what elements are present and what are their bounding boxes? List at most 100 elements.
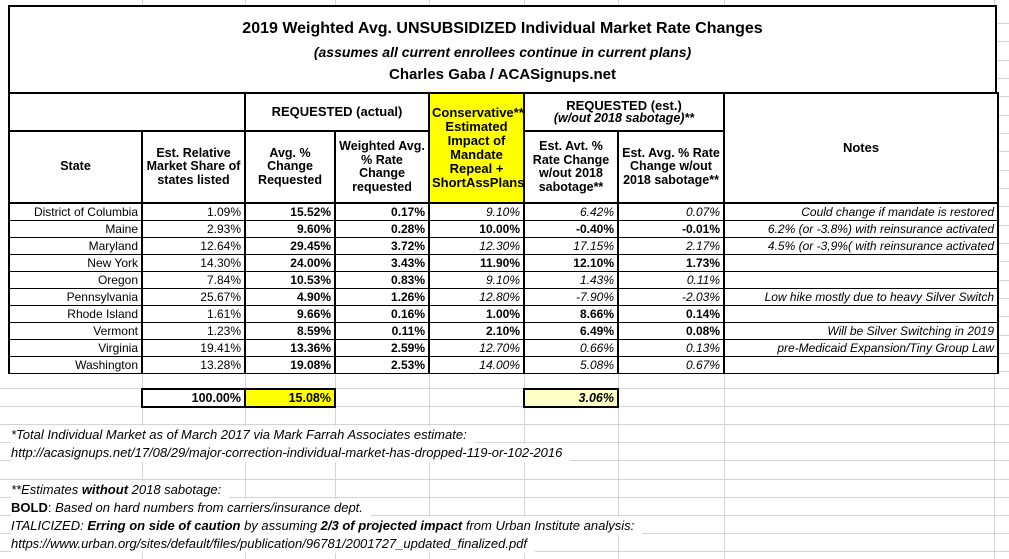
cell-state[interactable]: Vermont [8, 321, 143, 340]
header-requested-actual[interactable]: REQUESTED (actual) [244, 92, 430, 132]
cell-impact[interactable]: 11.90% [428, 253, 525, 272]
cell-no-sabotage-avt[interactable]: -7.90% [523, 287, 619, 306]
cell-market-share[interactable]: 1.09% [141, 202, 246, 221]
cell-no-sabotage-avt[interactable]: 1.43% [523, 270, 619, 289]
cell-weighted[interactable]: 0.11% [334, 321, 430, 340]
cell-weighted[interactable]: 2.59% [334, 338, 430, 357]
cell-impact[interactable]: 12.70% [428, 338, 525, 357]
header-requested-est[interactable]: REQUESTED (est.) (w/out 2018 sabotage)** [522, 92, 726, 132]
cell-weighted[interactable]: 1.26% [334, 287, 430, 306]
cell-no-sabotage-avt[interactable]: 6.49% [523, 321, 619, 340]
cell-market-share[interactable]: 1.61% [141, 304, 246, 323]
cell-market-share[interactable]: 7.84% [141, 270, 246, 289]
footnote-estimates[interactable]: **Estimates without 2018 sabotage: [11, 481, 230, 499]
footnote-source[interactable]: *Total Individual Market as of March 201… [11, 426, 475, 444]
cell-no-sabotage-avg[interactable]: 0.07% [616, 202, 726, 221]
cell-requested[interactable]: 15.52% [244, 202, 336, 221]
cell-no-sabotage-avt[interactable]: 12.10% [523, 253, 619, 272]
cell-no-sabotage-avt[interactable]: 6.42% [523, 202, 619, 221]
cell-state[interactable]: Washington [8, 355, 143, 374]
cell-state[interactable]: Maryland [8, 236, 143, 255]
cell-note[interactable]: Could change if mandate is restored [723, 202, 1000, 221]
cell-no-sabotage-avg[interactable]: 0.67% [616, 355, 726, 374]
cell-note[interactable] [723, 304, 1000, 323]
cell-impact[interactable]: 12.30% [428, 236, 525, 255]
cell-market-share[interactable]: 12.64% [141, 236, 246, 255]
cell-weighted[interactable]: 2.53% [334, 355, 430, 374]
cell-weighted[interactable]: 0.17% [334, 202, 430, 221]
cell-impact[interactable]: 10.00% [428, 219, 525, 238]
cell-impact[interactable]: 9.10% [428, 202, 525, 221]
cell-note[interactable]: 4.5% (or -3,9%( with reinsurance activat… [723, 236, 1000, 255]
cell-note[interactable]: Will be Silver Switching in 2019 [723, 321, 1000, 340]
cell-requested[interactable]: 4.90% [244, 287, 336, 306]
footnote-urban-url[interactable]: https://www.urban.org/sites/default/file… [11, 535, 536, 553]
cell-no-sabotage-avt[interactable]: -0.40% [523, 219, 619, 238]
cell-impact[interactable]: 14.00% [428, 355, 525, 374]
cell-weighted[interactable]: 3.43% [334, 253, 430, 272]
cell-market-share[interactable]: 2.93% [141, 219, 246, 238]
cell-note[interactable]: pre-Medicaid Expansion/Tiny Group Law [723, 338, 1000, 357]
cell-state[interactable]: Maine [8, 219, 143, 238]
total-no-sabotage[interactable]: 3.06% [523, 388, 619, 408]
cell-no-sabotage-avg[interactable]: 1.73% [616, 253, 726, 272]
cell-state[interactable]: District of Columbia [8, 202, 143, 221]
cell-market-share[interactable]: 13.28% [141, 355, 246, 374]
cell-impact[interactable]: 9.10% [428, 270, 525, 289]
header-state[interactable]: State [8, 130, 143, 204]
footnote-italic-legend[interactable]: ITALICIZED: Erring on side of caution by… [11, 517, 643, 535]
cell-no-sabotage-avt[interactable]: 17.15% [523, 236, 619, 255]
cell-no-sabotage-avg[interactable]: -2.03% [616, 287, 726, 306]
cell-impact[interactable]: 12.80% [428, 287, 525, 306]
cell-market-share[interactable]: 19.41% [141, 338, 246, 357]
header-avg-change[interactable]: Avg. % Change Requested [244, 130, 336, 204]
cell-state[interactable]: Pennsylvania [8, 287, 143, 306]
cell-weighted[interactable]: 0.83% [334, 270, 430, 289]
cell-market-share[interactable]: 14.30% [141, 253, 246, 272]
cell-no-sabotage-avt[interactable]: 8.66% [523, 304, 619, 323]
cell-note[interactable] [723, 355, 1000, 374]
cell-requested[interactable]: 24.00% [244, 253, 336, 272]
cell-impact[interactable]: 1.00% [428, 304, 525, 323]
cell-requested[interactable]: 29.45% [244, 236, 336, 255]
cell-requested[interactable]: 9.66% [244, 304, 336, 323]
cell-no-sabotage-avg[interactable]: 0.08% [616, 321, 726, 340]
cell-note[interactable]: Low hike mostly due to heavy Silver Swit… [723, 287, 1000, 306]
cell-requested[interactable]: 19.08% [244, 355, 336, 374]
footnote-bold-legend[interactable]: BOLD: Based on hard numbers from carrier… [11, 499, 371, 517]
header-market-share[interactable]: Est. Relative Market Share of states lis… [141, 130, 246, 204]
cell-no-sabotage-avt[interactable]: 5.08% [523, 355, 619, 374]
total-requested[interactable]: 15.08% [244, 388, 336, 408]
header-est-avg[interactable]: Est. Avg. % Rate Change w/out 2018 sabot… [616, 130, 726, 204]
cell-state[interactable]: Rhode Island [8, 304, 143, 323]
cell-note[interactable]: 6.2% (or -3.8%) with reinsurance activat… [723, 219, 1000, 238]
header-blank[interactable] [8, 92, 246, 132]
cell-no-sabotage-avg[interactable]: 0.13% [616, 338, 726, 357]
header-weighted-avg[interactable]: Weighted Avg. % Rate Change requested [334, 130, 430, 204]
header-conservative-impact[interactable]: Conservative** Estimated Impact of Manda… [428, 92, 525, 204]
cell-no-sabotage-avg[interactable]: 0.14% [616, 304, 726, 323]
cell-requested[interactable]: 13.36% [244, 338, 336, 357]
cell-weighted[interactable]: 0.28% [334, 219, 430, 238]
header-est-avt[interactable]: Est. Avt. % Rate Change w/out 2018 sabot… [523, 130, 619, 204]
cell-weighted[interactable]: 0.16% [334, 304, 430, 323]
cell-weighted[interactable]: 3.72% [334, 236, 430, 255]
cell-no-sabotage-avg[interactable]: -0.01% [616, 219, 726, 238]
cell-market-share[interactable]: 1.23% [141, 321, 246, 340]
cell-no-sabotage-avg[interactable]: 2.17% [616, 236, 726, 255]
cell-requested[interactable]: 9.60% [244, 219, 336, 238]
cell-state[interactable]: New York [8, 253, 143, 272]
cell-requested[interactable]: 8.59% [244, 321, 336, 340]
cell-note[interactable] [723, 253, 1000, 272]
cell-impact[interactable]: 2.10% [428, 321, 525, 340]
cell-state[interactable]: Virginia [8, 338, 143, 357]
cell-requested[interactable]: 10.53% [244, 270, 336, 289]
cell-market-share[interactable]: 25.67% [141, 287, 246, 306]
total-market-share[interactable]: 100.00% [141, 388, 246, 408]
cell-note[interactable] [723, 270, 1000, 289]
footnote-source-url[interactable]: http://acasignups.net/17/08/29/major-cor… [11, 444, 571, 462]
cell-no-sabotage-avg[interactable]: 0.11% [616, 270, 726, 289]
cell-state[interactable]: Oregon [8, 270, 143, 289]
header-notes[interactable]: Notes [723, 92, 1000, 204]
cell-no-sabotage-avt[interactable]: 0.66% [523, 338, 619, 357]
